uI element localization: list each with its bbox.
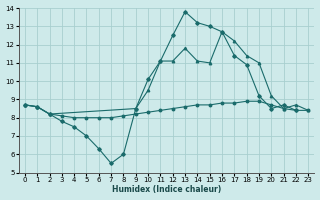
X-axis label: Humidex (Indice chaleur): Humidex (Indice chaleur) bbox=[112, 185, 221, 194]
